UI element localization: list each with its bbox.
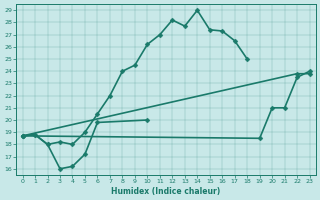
X-axis label: Humidex (Indice chaleur): Humidex (Indice chaleur)	[111, 187, 221, 196]
